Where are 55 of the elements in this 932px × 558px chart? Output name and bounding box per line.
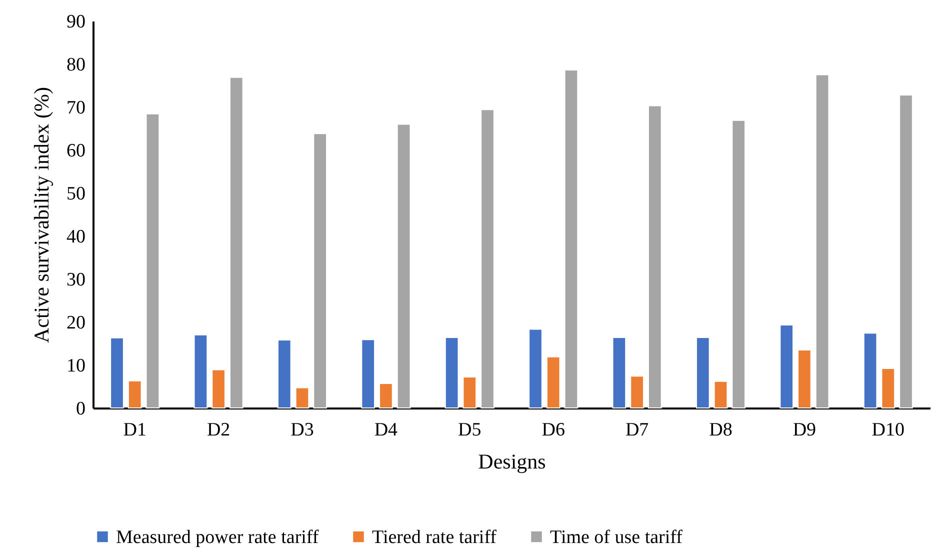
- bar: [630, 376, 644, 408]
- bar: [648, 105, 662, 408]
- bar: [277, 340, 292, 408]
- bar: [564, 70, 578, 408]
- y-tick-label: 60: [66, 140, 86, 162]
- y-tick-label: 80: [66, 54, 86, 76]
- bar: [780, 324, 794, 408]
- bar: [881, 368, 896, 408]
- x-tick-label: D7: [625, 420, 649, 440]
- x-tick-label: D10: [872, 420, 905, 440]
- y-tick-label: 0: [76, 398, 86, 420]
- y-tick-label: 90: [66, 12, 86, 32]
- bar: [313, 133, 328, 408]
- x-tick-label: D3: [290, 420, 314, 440]
- bar: [815, 74, 830, 408]
- x-axis-title: Designs: [478, 450, 546, 474]
- bar: [379, 382, 393, 408]
- bar: [899, 94, 913, 408]
- bar: [444, 336, 459, 408]
- y-tick-label: 10: [66, 356, 86, 376]
- legend-label: Measured power rate tariff: [116, 526, 320, 548]
- y-tick-label: 20: [66, 312, 86, 334]
- bar: [546, 356, 560, 408]
- y-axis-title: Active survivability index (%): [30, 86, 54, 344]
- bar: [714, 380, 728, 408]
- legend-label: Time of use tariff: [550, 526, 684, 548]
- y-tick-label: 40: [66, 226, 86, 248]
- x-tick-label: D5: [458, 420, 482, 440]
- x-tick-label: D1: [123, 420, 146, 440]
- bar: [229, 76, 244, 408]
- x-tick-label: D2: [206, 420, 230, 440]
- bar: [146, 113, 160, 408]
- bar: [798, 349, 812, 408]
- bar: [696, 336, 710, 408]
- y-tick-label: 70: [66, 98, 86, 118]
- bar: [212, 369, 226, 408]
- bar: [732, 120, 746, 408]
- bar: [361, 339, 376, 408]
- bar: [480, 109, 494, 408]
- bar: [462, 376, 477, 408]
- bar: [396, 124, 411, 408]
- x-tick-label: D9: [792, 420, 816, 440]
- legend-label: Tiered rate tariff: [372, 526, 498, 548]
- bar: [194, 334, 208, 408]
- x-tick-label: D8: [709, 420, 732, 440]
- bar: [528, 328, 542, 408]
- y-tick-label: 30: [66, 270, 86, 290]
- x-tick-label: D6: [542, 420, 565, 440]
- bar: [612, 336, 626, 408]
- x-tick-label: D4: [374, 420, 398, 440]
- bar: [110, 337, 124, 408]
- bar: [295, 387, 310, 408]
- y-tick-label: 50: [66, 184, 86, 204]
- bar: [863, 332, 878, 408]
- bar: [128, 380, 142, 408]
